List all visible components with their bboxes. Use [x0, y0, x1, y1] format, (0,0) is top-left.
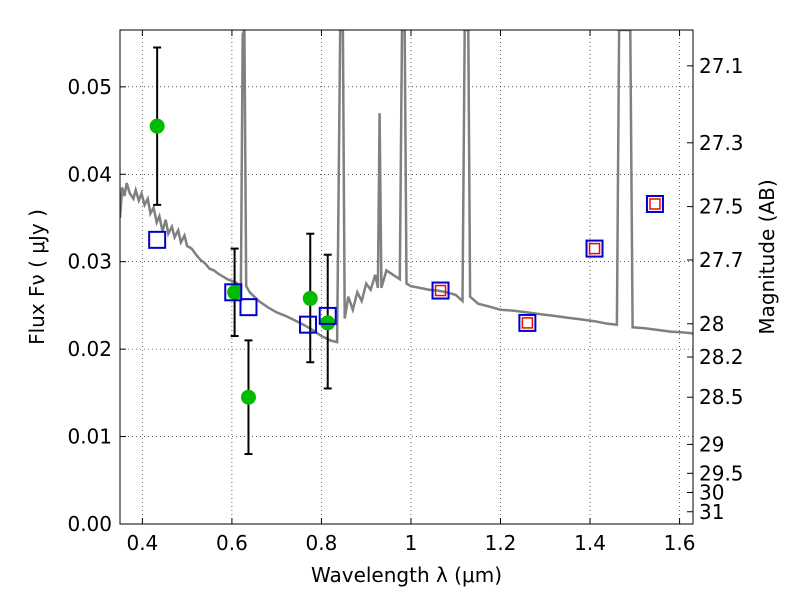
plot-frame	[119, 29, 694, 525]
model-spectrum-line	[120, 30, 693, 344]
y2-tick-label: 27.3	[699, 131, 744, 155]
model-flux-square	[585, 239, 604, 258]
y-tick-label: 0.04	[67, 162, 112, 186]
observed-flux-point	[302, 290, 318, 306]
x-tick-label: 0.6	[216, 531, 248, 555]
model-flux-square	[299, 315, 318, 334]
y-tick-label: 0.01	[67, 425, 112, 449]
plot-area	[120, 30, 693, 456]
model-flux-square	[224, 283, 243, 302]
y2-tick-label: 27.5	[699, 195, 744, 219]
y-tick-label: 0.02	[67, 337, 112, 361]
y-tick-label: 0.00	[67, 512, 112, 536]
y-tick-label: 0.03	[67, 250, 112, 274]
axis-ticks: 0.4 0.6 0.8 1 1.2 1.4 1.6 0.00 0.01 0.02 0.03 0.04 0…	[67, 30, 744, 555]
model-flux-square	[318, 306, 337, 325]
y2-tick-label: 28.5	[699, 385, 744, 409]
model-flux-square	[148, 230, 167, 249]
x-tick-label: 1.4	[574, 531, 606, 555]
observed-flux-point	[240, 389, 256, 405]
y2-tick-label: 29.5	[699, 461, 744, 485]
y2-tick-label: 28.2	[699, 345, 744, 369]
observed-flux-point	[149, 118, 165, 134]
y-tick-label: 0.05	[67, 75, 112, 99]
observed-flux-point	[320, 315, 336, 331]
y2-tick-label: 31	[699, 500, 724, 524]
y2-tick-label: 28	[699, 312, 724, 336]
x-tick-label: 1.2	[485, 531, 517, 555]
y2-axis-label: Magnitude (AB)	[755, 179, 779, 334]
y2-tick-label: 29	[699, 432, 724, 456]
model-flux-square-inner	[649, 198, 661, 210]
x-tick-label: 1	[405, 531, 418, 555]
y-axis-label: Flux Fν ( μJy )	[25, 209, 49, 345]
series-group	[120, 30, 693, 456]
model-flux-square-inner	[434, 284, 447, 297]
x-tick-label: 0.8	[306, 531, 338, 555]
y2-tick-label: 27.1	[699, 54, 744, 78]
model-flux-square-inner	[588, 242, 601, 255]
model-flux-square	[518, 313, 537, 332]
y2-tick-label: 27.7	[699, 248, 744, 272]
x-axis-label: Wavelength λ (μm)	[311, 563, 502, 587]
x-tick-label: 1.6	[664, 531, 696, 555]
model-flux-square	[431, 281, 450, 300]
y2-tick-label: 30	[699, 481, 724, 505]
x-tick-label: 0.4	[126, 531, 158, 555]
model-flux-square	[239, 298, 258, 317]
model-flux-square	[645, 194, 664, 213]
model-flux-square-inner	[521, 317, 534, 329]
observed-flux-point	[227, 284, 243, 300]
